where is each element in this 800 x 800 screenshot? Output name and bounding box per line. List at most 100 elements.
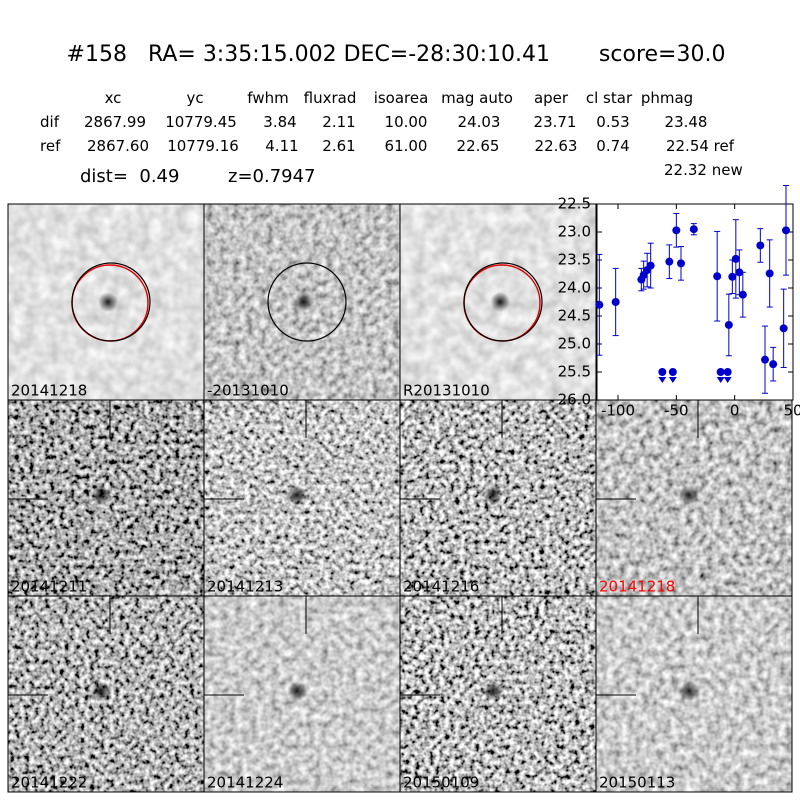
- point: [677, 259, 685, 268]
- phmag-new: 22.32 new: [664, 161, 743, 179]
- row-label: ref: [40, 137, 61, 155]
- point: [713, 272, 722, 281]
- point: [724, 320, 733, 329]
- x-tick-label: -50: [664, 402, 689, 420]
- column-header: isoarea: [373, 89, 429, 107]
- point: [658, 368, 667, 376]
- x-tick-label: 50: [783, 402, 800, 420]
- panel-label: -20131010: [207, 382, 289, 400]
- panel-label: 20141213: [207, 578, 283, 596]
- cell: 10779.16: [167, 137, 239, 155]
- plot-area: [596, 203, 794, 401]
- cell: 0.53: [596, 113, 630, 131]
- column-header: cl star: [585, 89, 633, 107]
- limit-arrow: [723, 377, 732, 383]
- point: [689, 225, 698, 234]
- point: [595, 300, 604, 309]
- panel-label: 20141222: [11, 774, 87, 792]
- panel-label: 20141216: [403, 578, 479, 596]
- point: [761, 355, 769, 364]
- point: [735, 268, 744, 277]
- cell: 22.65: [456, 137, 500, 155]
- cell: 10.00: [384, 113, 428, 131]
- y-tick-label: 25.0: [558, 335, 591, 353]
- point: [646, 261, 655, 270]
- column-header: fluxrad: [303, 89, 357, 107]
- cell: 2.11: [322, 113, 356, 131]
- point: [765, 269, 774, 278]
- point: [779, 324, 788, 333]
- panel-label: 20150113: [599, 774, 675, 792]
- panel-label: 20141218: [599, 578, 675, 596]
- y-tick-label: 24.5: [558, 307, 591, 325]
- source: [483, 485, 503, 505]
- source: [98, 292, 118, 312]
- y-tick-label: 26.0: [558, 391, 591, 409]
- panel-label: R20131010: [403, 382, 490, 400]
- y-tick-label: 22.5: [558, 195, 591, 213]
- cell: 22.54 ref: [665, 137, 735, 155]
- panel-frame: [595, 595, 793, 793]
- column-header: fwhm: [247, 89, 289, 107]
- row-label: dif: [40, 113, 59, 131]
- aperture: [463, 262, 543, 342]
- point: [668, 368, 677, 376]
- source: [679, 485, 699, 505]
- point: [665, 257, 674, 266]
- point: [731, 254, 740, 263]
- point: [782, 226, 790, 235]
- limit-arrow: [658, 377, 667, 383]
- point: [738, 290, 747, 299]
- aperture: [267, 262, 347, 342]
- point: [728, 272, 737, 281]
- panel-label: 20150109: [403, 774, 479, 792]
- title: #158 RA= 3:35:15.002 DEC=-28:30:10.41 sc…: [66, 42, 726, 67]
- source: [679, 681, 699, 701]
- point: [723, 368, 732, 376]
- panel-label: 20141224: [207, 774, 283, 792]
- column-header: aper: [533, 89, 569, 107]
- source: [287, 485, 307, 505]
- cell: 23.48: [664, 113, 708, 131]
- x-tick-label: 0: [730, 402, 740, 420]
- point: [716, 368, 725, 376]
- source: [294, 292, 314, 312]
- point: [769, 360, 778, 369]
- cell: 2.61: [322, 137, 356, 155]
- dist: dist= 0.49: [80, 166, 180, 187]
- cell: 10779.45: [165, 113, 237, 131]
- column-header: mag auto: [441, 89, 513, 107]
- cell: 0.74: [596, 137, 630, 155]
- redshift: z=0.7947: [228, 166, 316, 187]
- panel-label: 20141211: [11, 578, 87, 596]
- cell: 3.84: [263, 113, 297, 131]
- source: [490, 292, 510, 312]
- column-header: xc: [104, 89, 122, 107]
- source: [287, 681, 307, 701]
- column-header: phmag: [640, 89, 694, 107]
- aperture: [71, 262, 151, 342]
- x-tick-label: -100: [601, 402, 635, 420]
- point: [611, 298, 620, 306]
- source: [91, 485, 111, 505]
- y-tick-label: 23.5: [558, 251, 591, 269]
- point: [672, 226, 681, 235]
- y-tick-label: 24.0: [558, 279, 591, 297]
- cell: 23.71: [533, 113, 577, 131]
- cell: 2867.99: [83, 113, 147, 131]
- limit-arrow: [668, 377, 677, 383]
- y-tick-label: 23.0: [558, 223, 591, 241]
- cell: 61.00: [384, 137, 428, 155]
- cell: 2867.60: [86, 137, 150, 155]
- panel-label: 20141218: [11, 382, 87, 400]
- source: [483, 681, 503, 701]
- cell: 24.03: [457, 113, 501, 131]
- source: [91, 681, 111, 701]
- cell: 22.63: [534, 137, 578, 155]
- limit-arrow: [716, 377, 725, 383]
- point: [756, 241, 765, 250]
- y-tick-label: 25.5: [558, 363, 591, 381]
- column-header: yc: [186, 89, 204, 107]
